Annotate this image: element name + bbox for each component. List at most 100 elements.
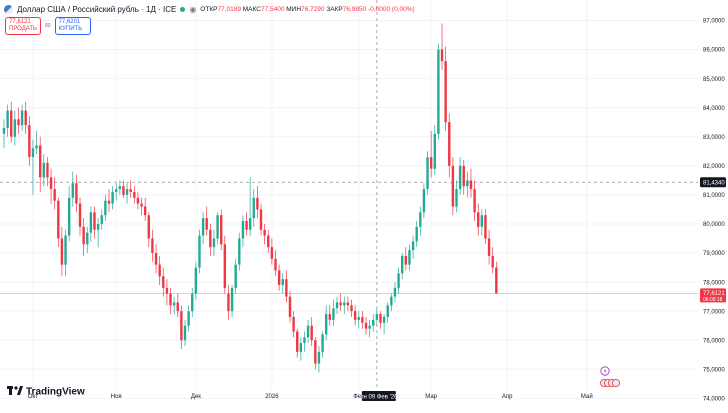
candle-body	[466, 180, 469, 187]
candle-body	[17, 119, 20, 126]
candle-body	[267, 235, 270, 248]
candle	[180, 305, 183, 349]
candle-body	[133, 191, 136, 198]
crosshair-y-label: 81,4340	[703, 180, 725, 186]
candle-body	[361, 316, 364, 323]
low-value: 76,7290	[301, 6, 325, 13]
candle-body	[415, 226, 418, 242]
candle	[201, 212, 205, 245]
candle-body	[238, 238, 241, 265]
candle	[78, 197, 82, 236]
candle	[487, 229, 491, 265]
candle-body	[129, 189, 132, 192]
eye-icon[interactable]: ◉	[189, 5, 197, 14]
candle-body	[455, 189, 458, 207]
candle	[357, 311, 360, 329]
candle-body	[245, 221, 248, 230]
candle-body	[122, 186, 125, 195]
candle-body	[296, 331, 299, 352]
price-chart[interactable]: 87,0000 86,0000 85,0000 84,0000 83,0000 82,00…	[0, 0, 728, 403]
candle	[451, 157, 455, 216]
event-markers[interactable]	[600, 366, 621, 387]
candle	[270, 238, 274, 265]
lightning-glyph	[603, 368, 607, 374]
candle	[67, 186, 71, 242]
crosshair-y-label-bg	[700, 177, 726, 188]
candle	[335, 296, 339, 315]
ohlc-values: ОТКР77,0189 МАКС77,5400 МИН76,7290 ЗАКР7…	[200, 6, 415, 13]
candle-body	[303, 337, 306, 344]
candle-body	[422, 189, 426, 213]
candle	[462, 159, 465, 195]
candle-body	[136, 197, 140, 204]
candle	[252, 189, 255, 227]
candle	[303, 331, 306, 352]
change-value: -0,0000 (0,00%)	[368, 6, 415, 13]
candle-body	[39, 145, 42, 178]
buy-button[interactable]: 77,6201 КУПИТЬ	[54, 17, 91, 35]
candle-body	[115, 189, 118, 192]
y-tick-label: 87,0000	[703, 19, 725, 25]
sell-button[interactable]: 77,6121 ПРОДАТЬ	[5, 17, 41, 35]
candle-body	[165, 287, 169, 294]
candle-body	[368, 325, 371, 329]
candle	[125, 183, 129, 204]
candle-body	[57, 200, 60, 239]
candle	[17, 107, 20, 134]
candle	[277, 264, 281, 291]
candle-body	[462, 165, 465, 187]
candle	[53, 177, 56, 210]
candle-body	[426, 157, 429, 190]
candle	[339, 293, 342, 312]
candle-body	[270, 247, 274, 259]
candle-body	[364, 322, 368, 329]
candle	[122, 180, 125, 198]
candle	[107, 189, 111, 213]
candle-body	[172, 302, 176, 306]
candle	[397, 267, 400, 294]
candle	[386, 302, 389, 323]
symbol-title[interactable]: Доллар США / Российский рубль · 1Д · ICE	[17, 5, 177, 14]
y-axis[interactable]: 87,0000 86,0000 85,0000 84,0000 83,0000 82,00…	[700, 19, 726, 403]
y-tick-label: 81,0000	[703, 193, 725, 199]
candle	[209, 223, 212, 256]
candle	[372, 314, 375, 332]
candle	[64, 229, 67, 277]
candle-body	[151, 238, 154, 254]
candle	[256, 186, 259, 219]
candle	[115, 183, 118, 201]
candle-body	[223, 244, 227, 288]
candle-body	[401, 255, 404, 274]
candle	[2, 119, 6, 149]
candle	[24, 101, 27, 134]
candle-body	[234, 264, 237, 288]
candle-body	[183, 325, 187, 341]
candle	[390, 293, 393, 312]
candle-body	[495, 267, 498, 294]
candle-body	[310, 325, 313, 341]
candle-body	[440, 49, 444, 62]
candle-body	[429, 157, 433, 169]
candle-body	[256, 197, 259, 210]
tradingview-logo[interactable]: TradingView	[7, 386, 97, 413]
spread-value: 80	[45, 23, 51, 29]
candle-body	[288, 296, 292, 317]
x-axis[interactable]: Окт Ноя Дек 2026 Фев Мар Апр Май пн 09 Фев '26	[28, 391, 593, 401]
buy-price: 77,6201	[58, 19, 81, 25]
candle	[382, 314, 386, 335]
y-tick-label: 76,0000	[703, 338, 725, 344]
candle-body	[209, 229, 212, 248]
candle	[220, 209, 223, 251]
candle	[401, 253, 404, 280]
candle	[158, 255, 161, 285]
candle-body	[75, 183, 78, 204]
candle-body	[328, 314, 331, 320]
candle	[136, 191, 140, 210]
candle-body	[89, 212, 93, 233]
candle	[419, 206, 422, 236]
candle-body	[20, 110, 24, 126]
candle-body	[285, 279, 288, 297]
candle-body	[78, 203, 82, 227]
last-price-countdown: 06:08:18	[703, 297, 723, 303]
candle-body	[411, 241, 415, 251]
